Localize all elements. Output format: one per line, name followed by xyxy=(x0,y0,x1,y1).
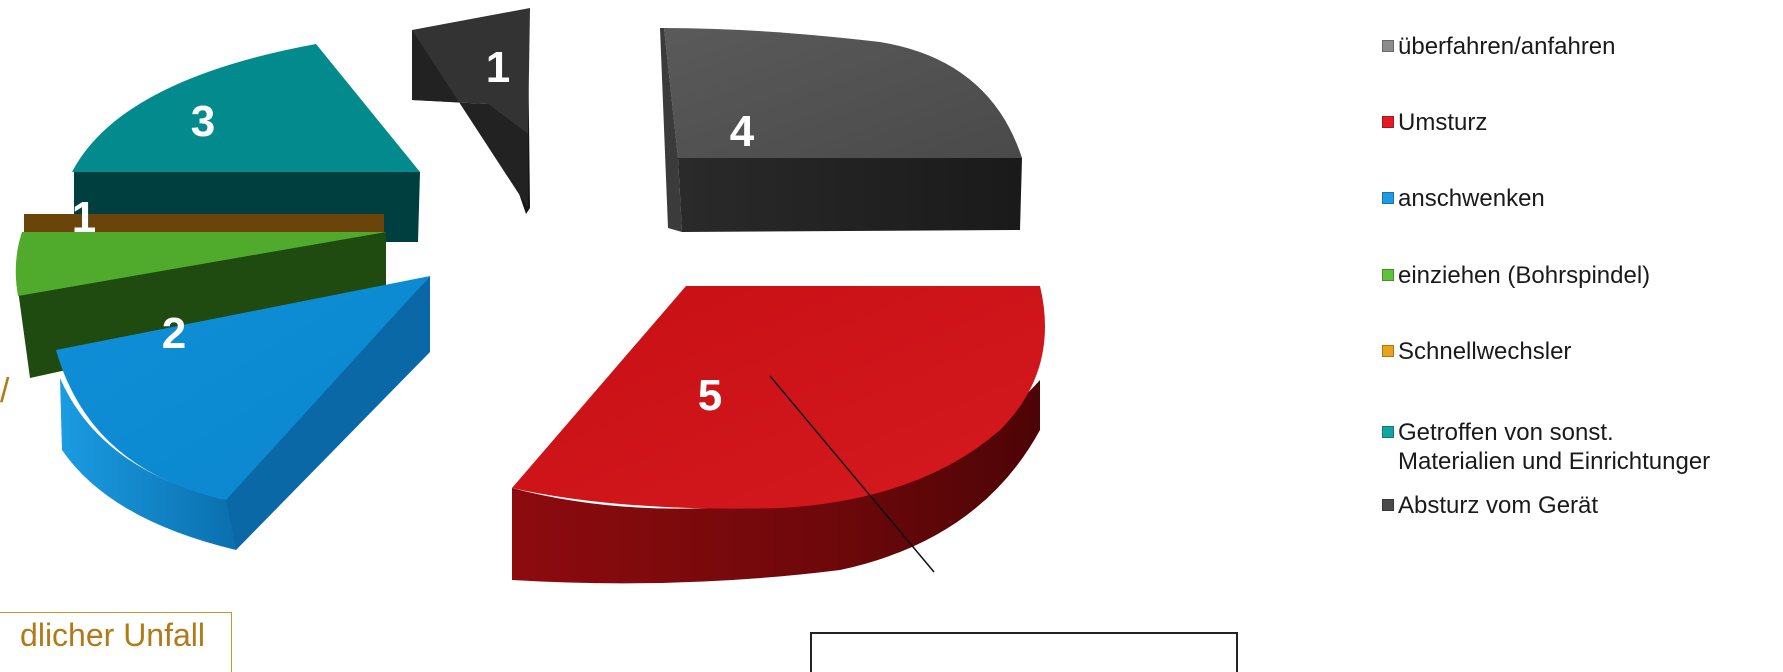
legend-item-schnellwechsler: Schnellwechsler xyxy=(1382,337,1571,366)
slice-ueberfahren-edge xyxy=(660,28,682,232)
legend-label-einziehen: einziehen (Bohrspindel) xyxy=(1398,262,1651,289)
legend-label-anschwenken: anschwenken xyxy=(1398,185,1545,212)
legend-swatch-getroffen xyxy=(1382,426,1394,438)
slice-ueberfahren-side xyxy=(678,158,1022,232)
callout-box xyxy=(810,632,1238,672)
slice-getroffen xyxy=(72,44,420,242)
side-note-box: dlicher Unfall xyxy=(0,612,232,672)
slice-absturz-front xyxy=(412,30,528,208)
data-label-anschwenken: 2 xyxy=(162,309,186,358)
slice-anschwenken-front xyxy=(60,378,236,550)
legend-item-getroffen: Getroffen von sonst. Materialien und Ein… xyxy=(1382,418,1710,476)
slice-ueberfahren xyxy=(660,28,1022,232)
legend-label-umsturz: Umsturz xyxy=(1398,109,1488,136)
slice-anschwenken-side xyxy=(222,276,430,550)
legend-label-getroffen: Getroffen von sonst. Materialien und Ein… xyxy=(1398,419,1711,475)
legend-label-absturz: Absturz vom Gerät xyxy=(1398,492,1599,519)
legend-swatch-schnellwechsler xyxy=(1382,345,1394,357)
data-label-absturz: 1 xyxy=(486,43,510,92)
legend-item-umsturz: Umsturz xyxy=(1382,108,1487,137)
slice-ueberfahren-top xyxy=(664,28,1022,158)
legend-swatch-ueberfahren xyxy=(1382,40,1394,52)
legend-swatch-anschwenken xyxy=(1382,192,1394,204)
legend-swatch-absturz xyxy=(1382,499,1394,511)
legend-item-anschwenken: anschwenken xyxy=(1382,184,1545,213)
slice-anschwenken xyxy=(56,276,430,550)
legend-swatch-umsturz xyxy=(1382,116,1394,128)
data-label-getroffen: 3 xyxy=(191,97,215,146)
slice-getroffen-top xyxy=(72,44,420,172)
side-note-text: dlicher Unfall xyxy=(20,617,205,653)
legend-item-absturz: Absturz vom Gerät xyxy=(1382,491,1598,520)
callout-leader-line xyxy=(769,375,935,573)
legend-item-einziehen: einziehen (Bohrspindel) xyxy=(1382,261,1650,290)
slice-schnellwechsler xyxy=(24,214,384,232)
data-label-umsturz: 5 xyxy=(698,371,722,420)
side-slash: / xyxy=(0,372,10,410)
slice-anschwenken-top xyxy=(56,276,430,500)
slice-umsturz xyxy=(512,286,1045,584)
legend-label-ueberfahren: überfahren/anfahren xyxy=(1398,33,1616,60)
slice-einziehen-top xyxy=(15,232,386,296)
data-label-ueberfahren: 4 xyxy=(730,107,755,156)
slice-absturz-top xyxy=(412,8,530,134)
legend-swatch-einziehen xyxy=(1382,269,1394,281)
legend-label-schnellwechsler: Schnellwechsler xyxy=(1398,338,1572,365)
data-label-schnellwechsler: 1 xyxy=(72,193,96,242)
slice-schnellwechsler-top xyxy=(24,214,384,232)
slice-umsturz-top xyxy=(512,286,1045,509)
slice-umsturz-side xyxy=(512,380,1040,584)
legend-item-ueberfahren: überfahren/anfahren xyxy=(1382,32,1616,61)
slice-absturz xyxy=(412,8,530,214)
